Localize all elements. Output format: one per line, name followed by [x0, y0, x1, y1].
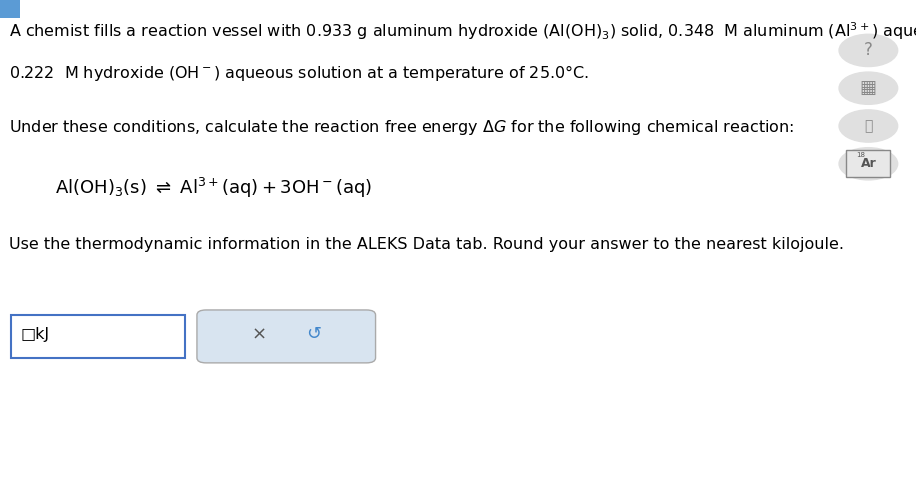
Text: ?: ? [864, 41, 873, 59]
Text: 📊: 📊 [864, 119, 873, 133]
Text: □kJ: □kJ [20, 327, 49, 342]
Text: 0.222  M hydroxide $\left(\mathregular{OH^-}\right)$ aqueous solution at a tempe: 0.222 M hydroxide $\left(\mathregular{OH… [9, 63, 589, 83]
Text: ↺: ↺ [306, 325, 322, 343]
Text: A chemist fills a reaction vessel with 0.933 g aluminum hydroxide $\left(\mathre: A chemist fills a reaction vessel with 0… [9, 20, 916, 42]
Text: Ar: Ar [860, 157, 877, 170]
Text: Use the thermodynamic information in the ALEKS Data tab. Round your answer to th: Use the thermodynamic information in the… [9, 237, 845, 252]
Text: Under these conditions, calculate the reaction free energy $\Delta G$ for the fo: Under these conditions, calculate the re… [9, 118, 794, 138]
Text: 18: 18 [856, 152, 866, 158]
Text: ×: × [251, 325, 267, 343]
Text: $\mathregular{Al(OH)_3(s)}$ $\rightleftharpoons$ $\mathregular{Al^{3+}(aq) + 3OH: $\mathregular{Al(OH)_3(s)}$ $\rightlefth… [55, 176, 372, 201]
Text: ▦: ▦ [860, 79, 877, 97]
